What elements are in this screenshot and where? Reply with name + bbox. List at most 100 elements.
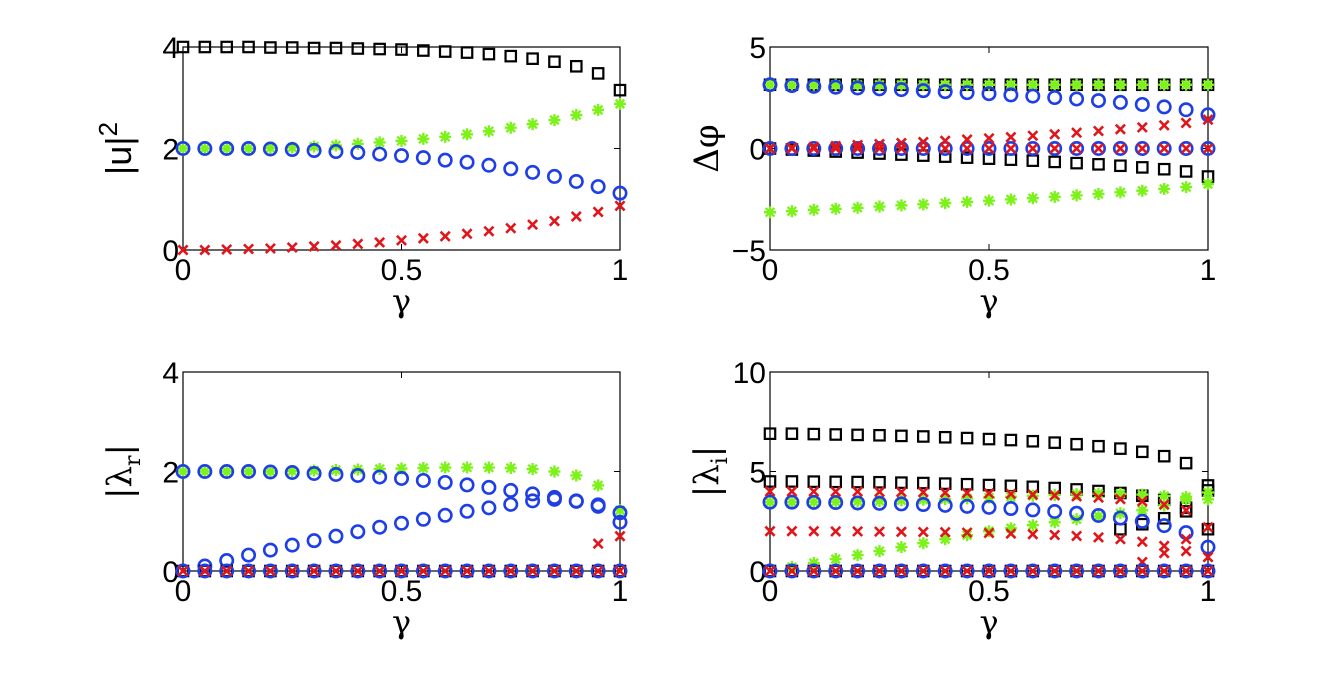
data-point bbox=[1048, 436, 1061, 449]
data-point bbox=[328, 144, 344, 160]
data-point bbox=[852, 486, 864, 498]
series-stars-upper bbox=[177, 461, 626, 517]
data-point bbox=[895, 565, 907, 577]
data-point bbox=[939, 526, 951, 538]
data-point bbox=[221, 243, 233, 256]
data-point bbox=[938, 430, 952, 444]
data-point bbox=[592, 565, 604, 577]
data-point bbox=[1048, 78, 1061, 91]
data-point bbox=[177, 565, 189, 577]
data-point bbox=[1004, 433, 1018, 447]
data-point bbox=[328, 563, 344, 579]
data-point bbox=[808, 485, 820, 497]
data-point bbox=[308, 565, 320, 577]
data-point bbox=[415, 472, 431, 488]
data-point bbox=[961, 142, 973, 155]
data-point bbox=[286, 465, 299, 478]
data-point bbox=[592, 538, 604, 550]
data-point bbox=[1027, 130, 1039, 142]
data-point bbox=[286, 565, 298, 577]
data-point bbox=[917, 486, 929, 498]
data-point bbox=[175, 563, 191, 579]
data-point bbox=[481, 500, 497, 516]
data-point bbox=[1202, 78, 1214, 91]
data-point bbox=[1114, 493, 1126, 505]
data-point bbox=[893, 496, 909, 512]
data-point bbox=[503, 496, 519, 512]
data-point bbox=[330, 239, 342, 251]
data-point bbox=[1092, 142, 1105, 155]
y-tick-label: 5 bbox=[749, 457, 766, 490]
data-point bbox=[961, 565, 973, 577]
data-point bbox=[264, 242, 276, 254]
data-point bbox=[503, 563, 519, 579]
data-point bbox=[1134, 563, 1150, 579]
data-point bbox=[568, 173, 584, 189]
data-point bbox=[982, 432, 996, 446]
data-point bbox=[241, 141, 257, 157]
data-point bbox=[1027, 489, 1039, 501]
data-point bbox=[483, 225, 495, 237]
data-point bbox=[527, 219, 539, 231]
data-point bbox=[350, 563, 366, 579]
data-point bbox=[852, 142, 864, 155]
data-point bbox=[938, 150, 952, 163]
data-point bbox=[1200, 539, 1216, 555]
data-point bbox=[961, 134, 973, 146]
x-tick-label: 0 bbox=[762, 575, 779, 608]
data-point bbox=[306, 465, 322, 481]
data-point bbox=[286, 141, 299, 154]
data-point bbox=[482, 461, 495, 474]
data-point bbox=[806, 78, 822, 94]
data-point bbox=[961, 529, 974, 542]
data-point bbox=[286, 241, 298, 253]
data-point bbox=[482, 125, 495, 138]
data-point bbox=[1049, 529, 1061, 541]
data-point bbox=[1026, 192, 1039, 205]
data-point bbox=[1180, 181, 1193, 194]
data-point bbox=[1049, 565, 1061, 577]
data-point bbox=[806, 494, 822, 510]
data-point bbox=[590, 497, 606, 513]
data-point bbox=[1025, 502, 1041, 518]
data-point bbox=[983, 142, 995, 155]
data-point bbox=[548, 114, 561, 127]
data-point bbox=[1003, 141, 1019, 157]
data-point bbox=[852, 139, 864, 151]
data-point bbox=[828, 563, 844, 579]
data-point bbox=[1158, 142, 1170, 155]
data-point bbox=[1112, 141, 1128, 157]
data-point bbox=[784, 563, 800, 579]
data-point bbox=[1071, 142, 1083, 155]
data-point bbox=[1091, 563, 1107, 579]
data-point bbox=[828, 141, 844, 157]
data-point bbox=[1180, 565, 1192, 577]
data-point bbox=[828, 495, 844, 511]
data-point bbox=[242, 40, 255, 54]
data-point bbox=[264, 565, 276, 577]
data-point bbox=[437, 563, 453, 579]
data-point bbox=[1092, 125, 1105, 137]
data-point bbox=[439, 230, 451, 242]
data-point bbox=[850, 495, 866, 511]
data-point bbox=[241, 563, 257, 579]
data-point bbox=[873, 526, 886, 538]
data-point bbox=[1200, 563, 1216, 579]
data-point bbox=[1134, 141, 1150, 157]
data-point bbox=[807, 557, 820, 570]
data-point bbox=[1134, 96, 1150, 112]
data-point bbox=[264, 141, 277, 154]
data-point bbox=[1158, 565, 1170, 577]
data-point bbox=[417, 232, 429, 244]
y-tick-label: 4 bbox=[162, 357, 179, 390]
data-point bbox=[1026, 519, 1039, 532]
data-point bbox=[763, 427, 777, 440]
data-point bbox=[1070, 156, 1083, 170]
y-axis-label-subscript: r bbox=[121, 455, 146, 466]
data-point bbox=[262, 563, 278, 579]
y-tick-label: −5 bbox=[732, 235, 766, 268]
data-point bbox=[177, 142, 189, 155]
data-point bbox=[220, 465, 233, 478]
data-point bbox=[1178, 141, 1194, 157]
data-point bbox=[612, 185, 628, 201]
